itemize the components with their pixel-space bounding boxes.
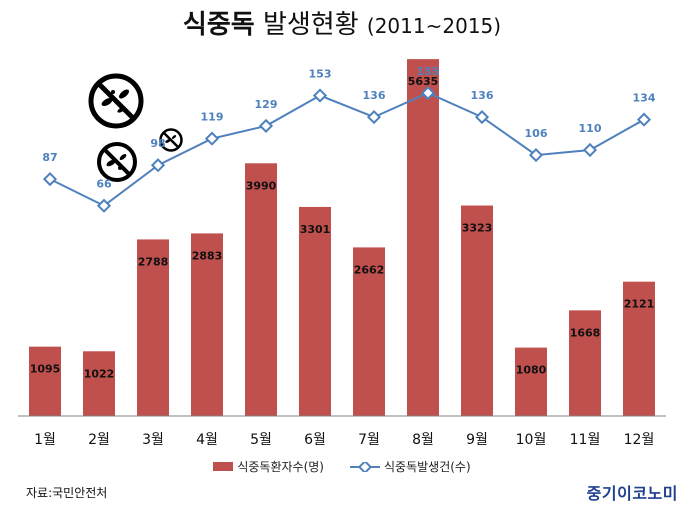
bar-value-label: 1080 bbox=[516, 364, 547, 377]
bar bbox=[245, 163, 277, 416]
legend-bar-label: 식중독환자수(명) bbox=[237, 460, 324, 474]
bar-value-label: 2788 bbox=[138, 255, 169, 268]
bar bbox=[137, 239, 169, 416]
line-value-label: 119 bbox=[201, 111, 224, 124]
bar bbox=[29, 346, 61, 416]
bar-value-label: 1022 bbox=[84, 367, 115, 380]
combo-chart: 1095 1022 2788 2883 3990 3301 2662 5635 3323 1080… bbox=[18, 59, 666, 448]
no-bacteria-icon bbox=[159, 128, 183, 152]
legend-bar-swatch bbox=[213, 462, 234, 471]
bar-value-label: 2883 bbox=[192, 249, 223, 262]
no-bacteria-icon bbox=[88, 73, 144, 129]
line-value-label: 136 bbox=[363, 89, 386, 102]
line-point bbox=[636, 112, 652, 127]
legend-line-swatch bbox=[350, 461, 380, 472]
title-light: 발생현황 bbox=[262, 10, 359, 40]
source-note: 자료:국민안전처 bbox=[26, 486, 108, 500]
chart-title: 식중독 발생현황 (2011~2015) bbox=[0, 4, 684, 41]
x-tick-label: 2월 bbox=[88, 432, 110, 448]
bar bbox=[83, 351, 115, 416]
bar-value-label: 2121 bbox=[624, 298, 655, 311]
bar bbox=[569, 310, 601, 416]
no-bacteria-icon bbox=[97, 142, 137, 182]
line-value-label: 136 bbox=[471, 89, 494, 102]
bar-value-label: 5635 bbox=[408, 75, 439, 88]
title-bold: 식중독 bbox=[182, 10, 255, 40]
line-value-label: 87 bbox=[42, 151, 57, 164]
bar bbox=[623, 281, 655, 416]
x-tick-label: 5월 bbox=[250, 432, 272, 448]
x-tick-label: 7월 bbox=[358, 432, 380, 448]
x-tick-label: 1월 bbox=[34, 432, 56, 448]
x-tick-label: 3월 bbox=[142, 432, 164, 448]
x-tick-label: 10월 bbox=[516, 432, 547, 448]
line-point bbox=[420, 85, 436, 101]
legend-line-label: 식중독발생건(수) bbox=[384, 460, 471, 474]
line-value-label: 129 bbox=[255, 98, 278, 111]
bar-value-label: 1095 bbox=[30, 363, 61, 376]
bar-value-label: 3323 bbox=[462, 222, 493, 235]
x-tick-label: 8월 bbox=[412, 432, 434, 448]
line-point bbox=[42, 172, 58, 187]
line-value-label: 106 bbox=[525, 127, 548, 140]
x-tick-label: 6월 bbox=[304, 432, 326, 448]
title-years: (2011~2015) bbox=[366, 14, 502, 38]
line-value-label: 110 bbox=[579, 122, 602, 135]
line-point bbox=[150, 158, 166, 173]
bar bbox=[353, 247, 385, 416]
bar bbox=[515, 347, 547, 416]
line-point bbox=[312, 88, 328, 103]
bar bbox=[407, 59, 439, 416]
bar-value-label: 1668 bbox=[570, 326, 601, 339]
bar bbox=[461, 205, 493, 416]
bar-value-label: 3990 bbox=[246, 179, 277, 192]
line-series bbox=[49, 91, 645, 207]
line-point bbox=[366, 109, 382, 125]
legend-item-bars: 식중독환자수(명) bbox=[213, 458, 324, 475]
bar-value-label: 2662 bbox=[354, 263, 385, 276]
legend-item-line: 식중독발생건(수) bbox=[350, 458, 471, 475]
line-value-label: 66 bbox=[96, 178, 112, 191]
line-point bbox=[474, 109, 490, 125]
line-point bbox=[528, 147, 544, 163]
line-value-label: 134 bbox=[633, 92, 656, 105]
x-tick-label: 4월 bbox=[196, 432, 218, 448]
line-value-label: 98 bbox=[150, 137, 165, 150]
line-point bbox=[258, 118, 274, 134]
line-point bbox=[96, 198, 112, 213]
bar-value-label: 3301 bbox=[300, 223, 331, 236]
x-tick-label: 12월 bbox=[624, 432, 655, 448]
x-tick-label: 9월 bbox=[466, 432, 488, 448]
line-value-label: 155 bbox=[417, 65, 440, 78]
line-point bbox=[582, 142, 598, 158]
legend: 식중독환자수(명) 식중독발생건(수) bbox=[0, 458, 684, 475]
bar bbox=[299, 206, 331, 416]
brand-logo: 중기이코노미 bbox=[586, 484, 678, 503]
x-tick-label: 11월 bbox=[570, 432, 601, 448]
bar bbox=[191, 233, 223, 416]
line-point bbox=[204, 131, 220, 146]
line-value-label: 153 bbox=[309, 68, 332, 81]
